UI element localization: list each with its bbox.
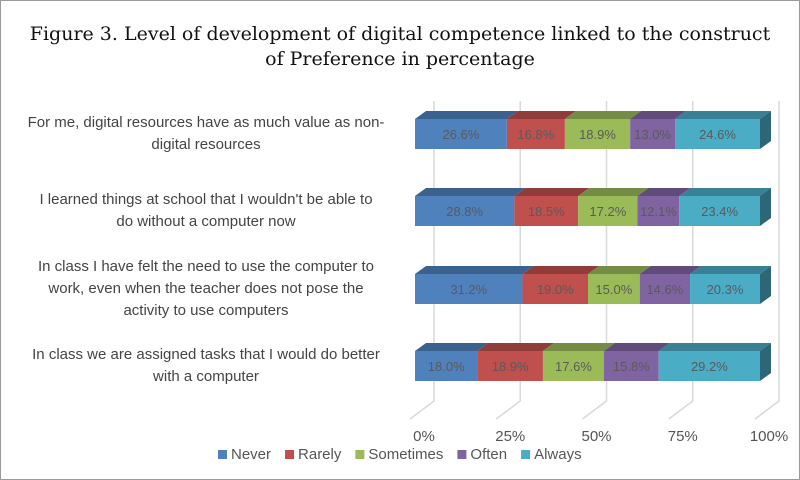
- category-label-line: do without a computer now: [116, 213, 296, 230]
- legend-swatch-sometimes: [355, 450, 365, 459]
- bar-top-never: [415, 111, 518, 119]
- data-label: 16.8%: [517, 127, 554, 142]
- data-label: 18.5%: [528, 204, 565, 219]
- data-label: 12.1%: [640, 204, 677, 219]
- bar-sometimes: [578, 196, 638, 226]
- data-label: 23.4%: [701, 204, 738, 219]
- bar-top-always: [658, 343, 771, 351]
- bar-top-sometimes: [564, 111, 642, 119]
- bar-side: [760, 266, 771, 304]
- bar-never: [415, 119, 507, 149]
- bar-always: [658, 351, 760, 381]
- category-label: I learned things at school that I wouldn…: [11, 189, 401, 233]
- data-label: 26.6%: [442, 127, 479, 142]
- legend-swatch-often: [457, 450, 467, 459]
- legend-swatch-rarely: [285, 450, 295, 459]
- legend-label-never: Never: [231, 446, 271, 463]
- bar-always: [690, 274, 760, 304]
- x-tick-label: 50%: [581, 428, 611, 445]
- data-label: 28.8%: [446, 204, 483, 219]
- bar-sometimes: [542, 351, 604, 381]
- bar-always: [675, 119, 760, 149]
- legend-swatch-never: [218, 450, 227, 459]
- legend-label-sometimes: Sometimes: [368, 446, 443, 463]
- legend-label-rarely: Rarely: [298, 446, 342, 463]
- bar-never: [415, 351, 478, 381]
- data-label: 17.2%: [589, 204, 626, 219]
- legend-label-always: Always: [534, 446, 582, 463]
- bar-top-always: [675, 111, 771, 119]
- data-label: 20.3%: [707, 282, 744, 297]
- bar-often: [637, 196, 680, 226]
- data-label: 15.0%: [595, 282, 632, 297]
- bar-rarely: [506, 119, 565, 149]
- chart-title-line-2: of Preference in percentage: [265, 48, 535, 70]
- legend-label-often: Often: [470, 446, 507, 463]
- bar-side: [760, 343, 771, 381]
- category-label-line: with a computer: [153, 368, 259, 385]
- bar-top-rarely: [514, 188, 590, 196]
- category-label-line: In class I have felt the need to use the…: [37, 258, 375, 275]
- chart-title-line-1: Figure 3. Level of development of digita…: [29, 23, 771, 45]
- bar-often: [603, 351, 659, 381]
- category-label-line: activity to use computers: [123, 302, 289, 319]
- x-tick-label: 100%: [750, 428, 788, 445]
- bar-top-sometimes: [588, 266, 651, 274]
- data-label: 18.9%: [579, 127, 616, 142]
- bar-top-never: [415, 343, 489, 351]
- bar-top-often: [639, 266, 702, 274]
- bar-top-often: [603, 343, 670, 351]
- bar-top-rarely: [506, 111, 576, 119]
- bar-top-sometimes: [578, 188, 649, 196]
- data-label: 17.6%: [555, 359, 592, 374]
- bar-top-rarely: [477, 343, 554, 351]
- bar-side: [760, 111, 771, 149]
- gridline: [754, 101, 780, 420]
- data-label: 15.8%: [613, 359, 650, 374]
- x-tick-label: 0%: [413, 428, 435, 445]
- bar-often: [630, 119, 676, 149]
- category-label-line: In class we are assigned tasks that I wo…: [32, 346, 380, 363]
- bar-never: [415, 196, 515, 226]
- bar-often: [639, 274, 691, 304]
- bar-never: [415, 274, 523, 304]
- bar-top-never: [415, 266, 534, 274]
- bar-top-rarely: [522, 266, 600, 274]
- bar-top-often: [637, 188, 691, 196]
- bar-rarely: [522, 274, 589, 304]
- category-label-line: work, even when the teacher does not pos…: [48, 280, 364, 297]
- legend-swatch-always: [521, 450, 531, 459]
- bar-top-sometimes: [542, 343, 615, 351]
- data-label: 29.2%: [691, 359, 728, 374]
- bar-top-always: [679, 188, 771, 196]
- category-label-line: digital resources: [151, 136, 261, 153]
- category-label: In class I have felt the need to use the…: [11, 256, 401, 322]
- data-label: 19.0%: [537, 282, 574, 297]
- bar-rarely: [514, 196, 579, 226]
- category-label: For me, digital resources have as much v…: [11, 112, 401, 156]
- bar-top-always: [690, 266, 771, 274]
- category-label-line: I learned things at school that I wouldn…: [39, 191, 373, 208]
- category-label-line: For me, digital resources have as much v…: [27, 114, 385, 131]
- data-label: 18.0%: [428, 359, 465, 374]
- category-label: In class we are assigned tasks that I wo…: [11, 344, 401, 388]
- bar-top-often: [630, 111, 687, 119]
- bar-sometimes: [564, 119, 631, 149]
- bar-rarely: [477, 351, 543, 381]
- data-label: 31.2%: [450, 282, 487, 297]
- bar-sometimes: [588, 274, 640, 304]
- bar-always: [679, 196, 760, 226]
- bar-side: [760, 188, 771, 226]
- bar-top-never: [415, 188, 526, 196]
- x-tick-label: 25%: [495, 428, 525, 445]
- data-label: 13.0%: [634, 127, 671, 142]
- x-tick-label: 75%: [668, 428, 698, 445]
- data-label: 24.6%: [699, 127, 736, 142]
- data-label: 18.9%: [492, 359, 529, 374]
- data-label: 14.6%: [646, 282, 683, 297]
